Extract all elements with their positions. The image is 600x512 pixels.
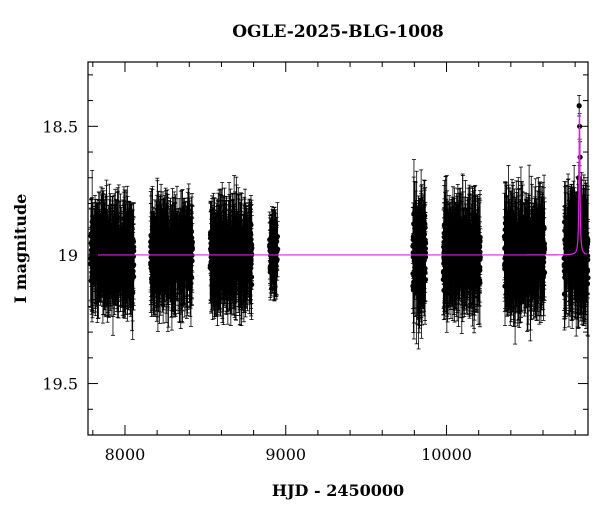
chart-title: OGLE-2025-BLG-1008 <box>88 22 588 42</box>
